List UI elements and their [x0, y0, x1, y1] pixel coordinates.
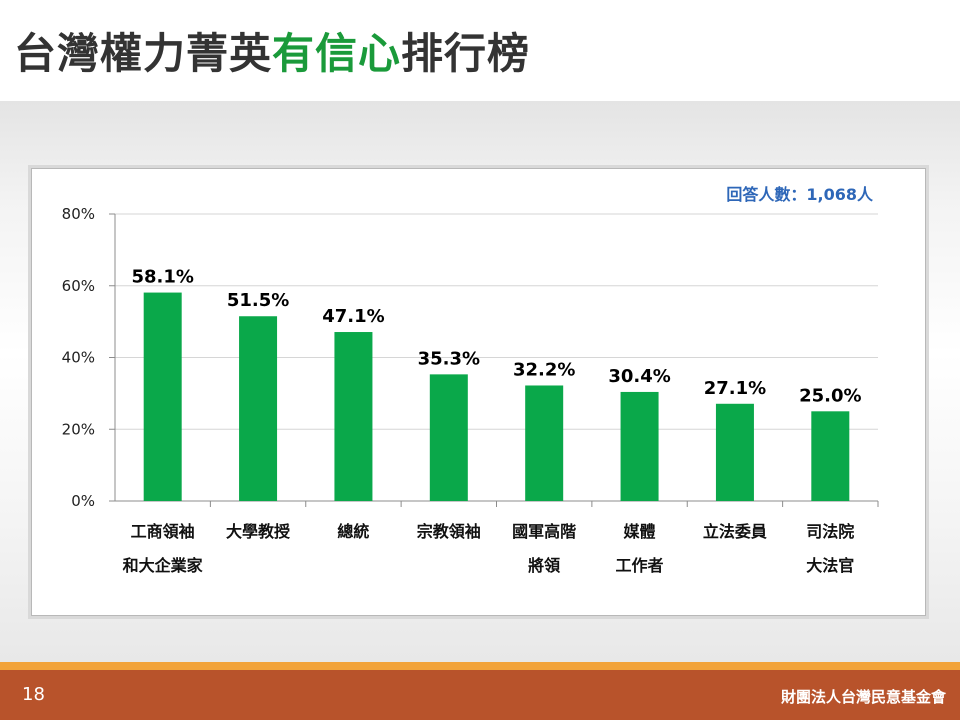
bar	[143, 292, 182, 501]
data-label: 35.3%	[418, 348, 480, 369]
category-label: 媒體	[624, 522, 656, 541]
title-highlight: 有信心	[272, 29, 402, 78]
data-label: 32.2%	[513, 359, 575, 380]
category-label: 工商領袖	[131, 522, 195, 541]
category-label: 司法院	[806, 522, 854, 541]
bar	[715, 403, 754, 501]
data-label: 51.5%	[227, 290, 289, 311]
data-label: 47.1%	[322, 306, 384, 327]
title-part-2: 排行榜	[401, 29, 531, 78]
bar	[429, 374, 468, 501]
bar	[525, 385, 564, 501]
chart-frame: 0% 20% 40% 60% 80% 58.1% 工商領袖和大企業家 51.5% 大學教授 47.…	[31, 168, 926, 616]
slide-title: 台灣權力菁英有信心排行榜	[14, 20, 530, 81]
category-label: 宗教領袖	[417, 522, 481, 541]
y-tick-label: 60%	[62, 277, 95, 295]
organization-name: 財團法人台灣民意基金會	[780, 688, 946, 706]
page-number: 18	[22, 684, 45, 705]
category-label: 立法委員	[703, 522, 767, 541]
y-tick-label: 20%	[62, 420, 95, 438]
footer-accent-line	[0, 662, 960, 670]
footer-bar: 18 財團法人台灣民意基金會	[0, 670, 960, 720]
y-tick-label: 0%	[71, 492, 95, 510]
title-part-1: 台灣權力菁英	[14, 29, 273, 78]
data-label: 58.1%	[131, 267, 193, 288]
category-label: 國軍高階	[512, 522, 576, 541]
bar	[239, 316, 278, 501]
data-label: 25.0%	[799, 385, 861, 406]
category-label: 工作者	[616, 556, 664, 575]
bar	[811, 411, 850, 501]
data-label: 27.1%	[704, 378, 766, 399]
category-label: 和大企業家	[123, 556, 204, 575]
data-label: 30.4%	[608, 366, 670, 387]
respondents-count: 回答人數：1,068人	[726, 185, 873, 204]
category-label: 將領	[528, 556, 561, 575]
category-label: 大學教授	[226, 522, 291, 541]
category-label: 總統	[337, 522, 369, 541]
category-label: 大法官	[806, 556, 854, 575]
bar	[620, 391, 659, 501]
y-tick-label: 40%	[62, 349, 95, 367]
bar	[334, 332, 373, 501]
y-tick-label: 80%	[62, 205, 95, 223]
